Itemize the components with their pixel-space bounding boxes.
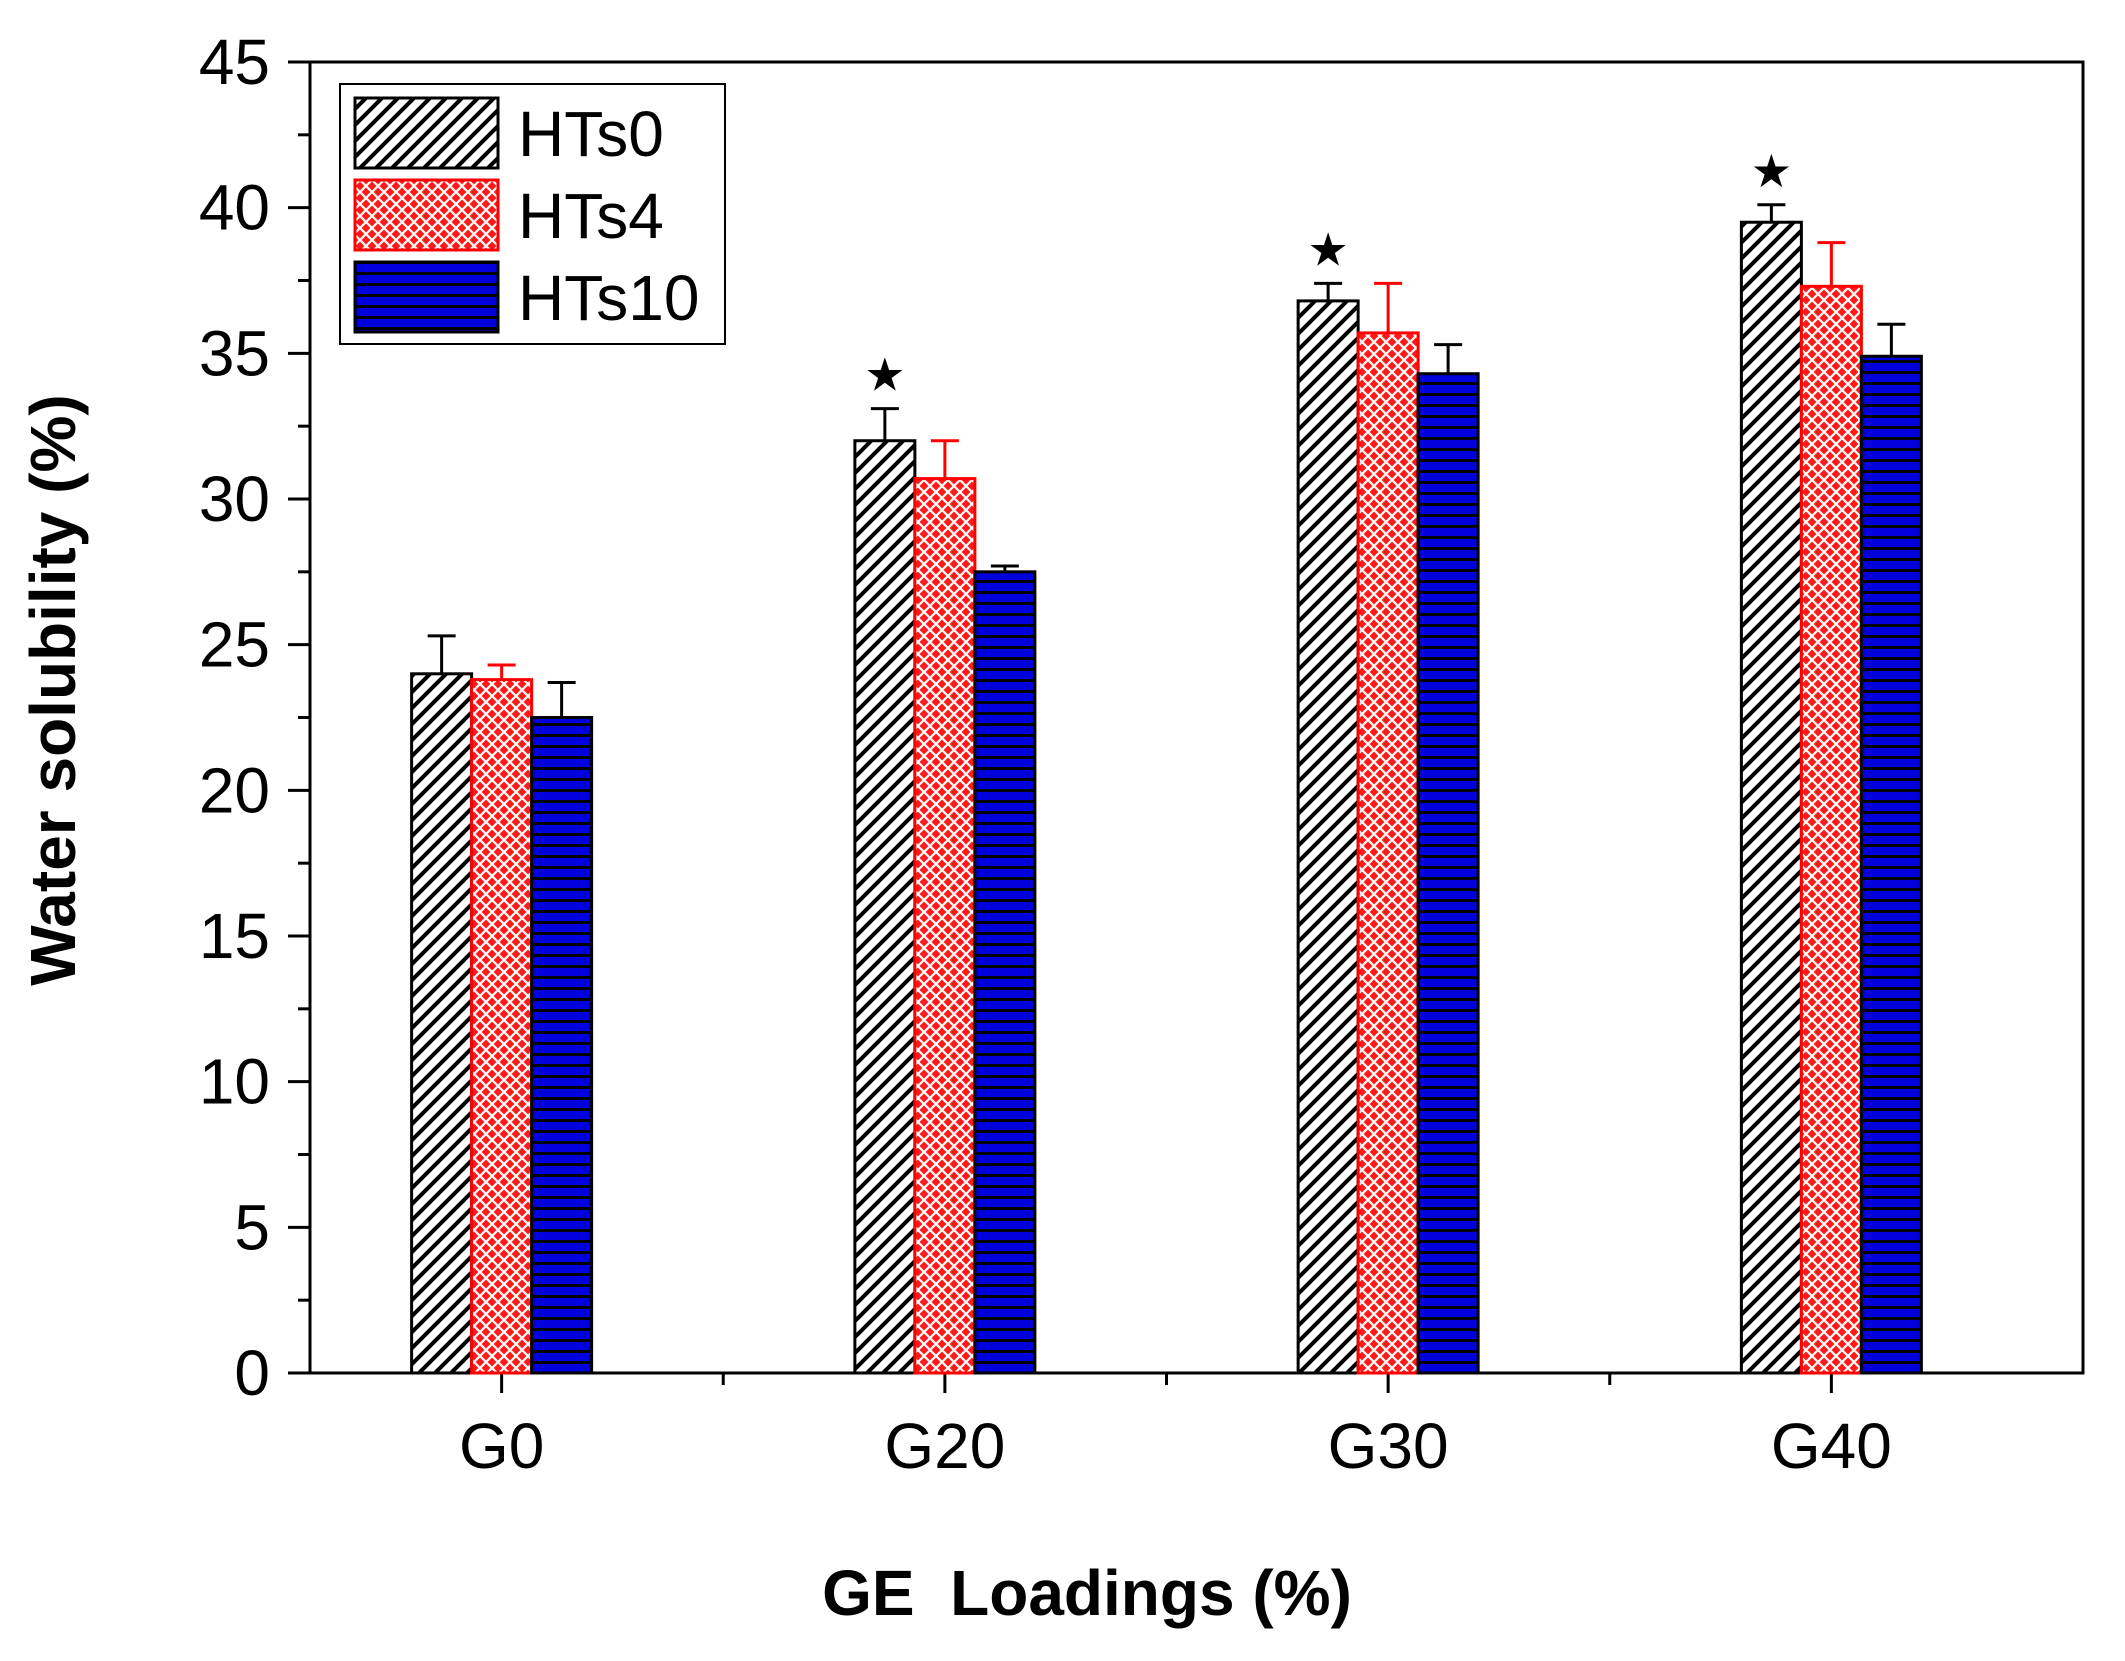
legend: HTs0 HTs4 HTs10	[339, 83, 726, 345]
y-tick-label: 5	[234, 1191, 270, 1263]
y-tick-label: 20	[199, 754, 270, 826]
legend-label-hts4: HTs4	[518, 180, 664, 252]
x-tick-label: G30	[1328, 1410, 1449, 1482]
bar-hts10-g40	[1859, 354, 1923, 1375]
x-tick-label: G0	[459, 1410, 544, 1482]
y-tick-label: 10	[199, 1046, 270, 1118]
legend-swatch-hts10	[353, 260, 500, 334]
bar-hts10-g20	[973, 570, 1037, 1375]
legend-swatch-hts4	[353, 178, 500, 252]
y-axis-title: Water solubility (%)	[17, 394, 89, 985]
x-tick-label: G40	[1771, 1410, 1892, 1482]
significance-markers: ★ ★ ★	[864, 145, 1792, 401]
significance-star: ★	[864, 349, 905, 401]
bar-hts10-g30	[1416, 372, 1480, 1375]
y-tick-label: 0	[234, 1337, 270, 1409]
legend-swatch-hts0	[353, 96, 500, 170]
bar-hts0-g40	[1739, 220, 1803, 1375]
bar-hts4-g0	[470, 678, 534, 1375]
bar-hts0-g30	[1296, 299, 1360, 1375]
bar-hts0-g0	[410, 672, 474, 1375]
bar-hts4-g30	[1356, 331, 1420, 1375]
y-axis: 0 5 10 15 20 25 30 35 40 45	[199, 26, 310, 1409]
error-bars-group	[427, 203, 1906, 718]
x-tick-label: G20	[884, 1410, 1005, 1482]
y-tick-label: 30	[199, 463, 270, 535]
y-tick-label: 15	[199, 900, 270, 972]
bars-group	[410, 220, 1923, 1375]
x-axis-title: GE Loadings (%)	[822, 1557, 1352, 1629]
legend-label-hts10: HTs10	[518, 262, 699, 334]
x-axis: G0 G20 G30 G40	[459, 1373, 1892, 1482]
legend-label-hts0: HTs0	[518, 98, 664, 170]
y-tick-label: 35	[199, 317, 270, 389]
y-tick-label: 40	[199, 172, 270, 244]
bar-hts4-g20	[913, 477, 977, 1375]
significance-star: ★	[1308, 223, 1349, 275]
bar-hts0-g20	[853, 439, 917, 1375]
y-tick-label: 25	[199, 609, 270, 681]
significance-star: ★	[1751, 145, 1792, 197]
bar-hts4-g40	[1799, 284, 1863, 1375]
y-tick-label: 45	[199, 26, 270, 98]
bar-hts10-g0	[530, 716, 594, 1375]
